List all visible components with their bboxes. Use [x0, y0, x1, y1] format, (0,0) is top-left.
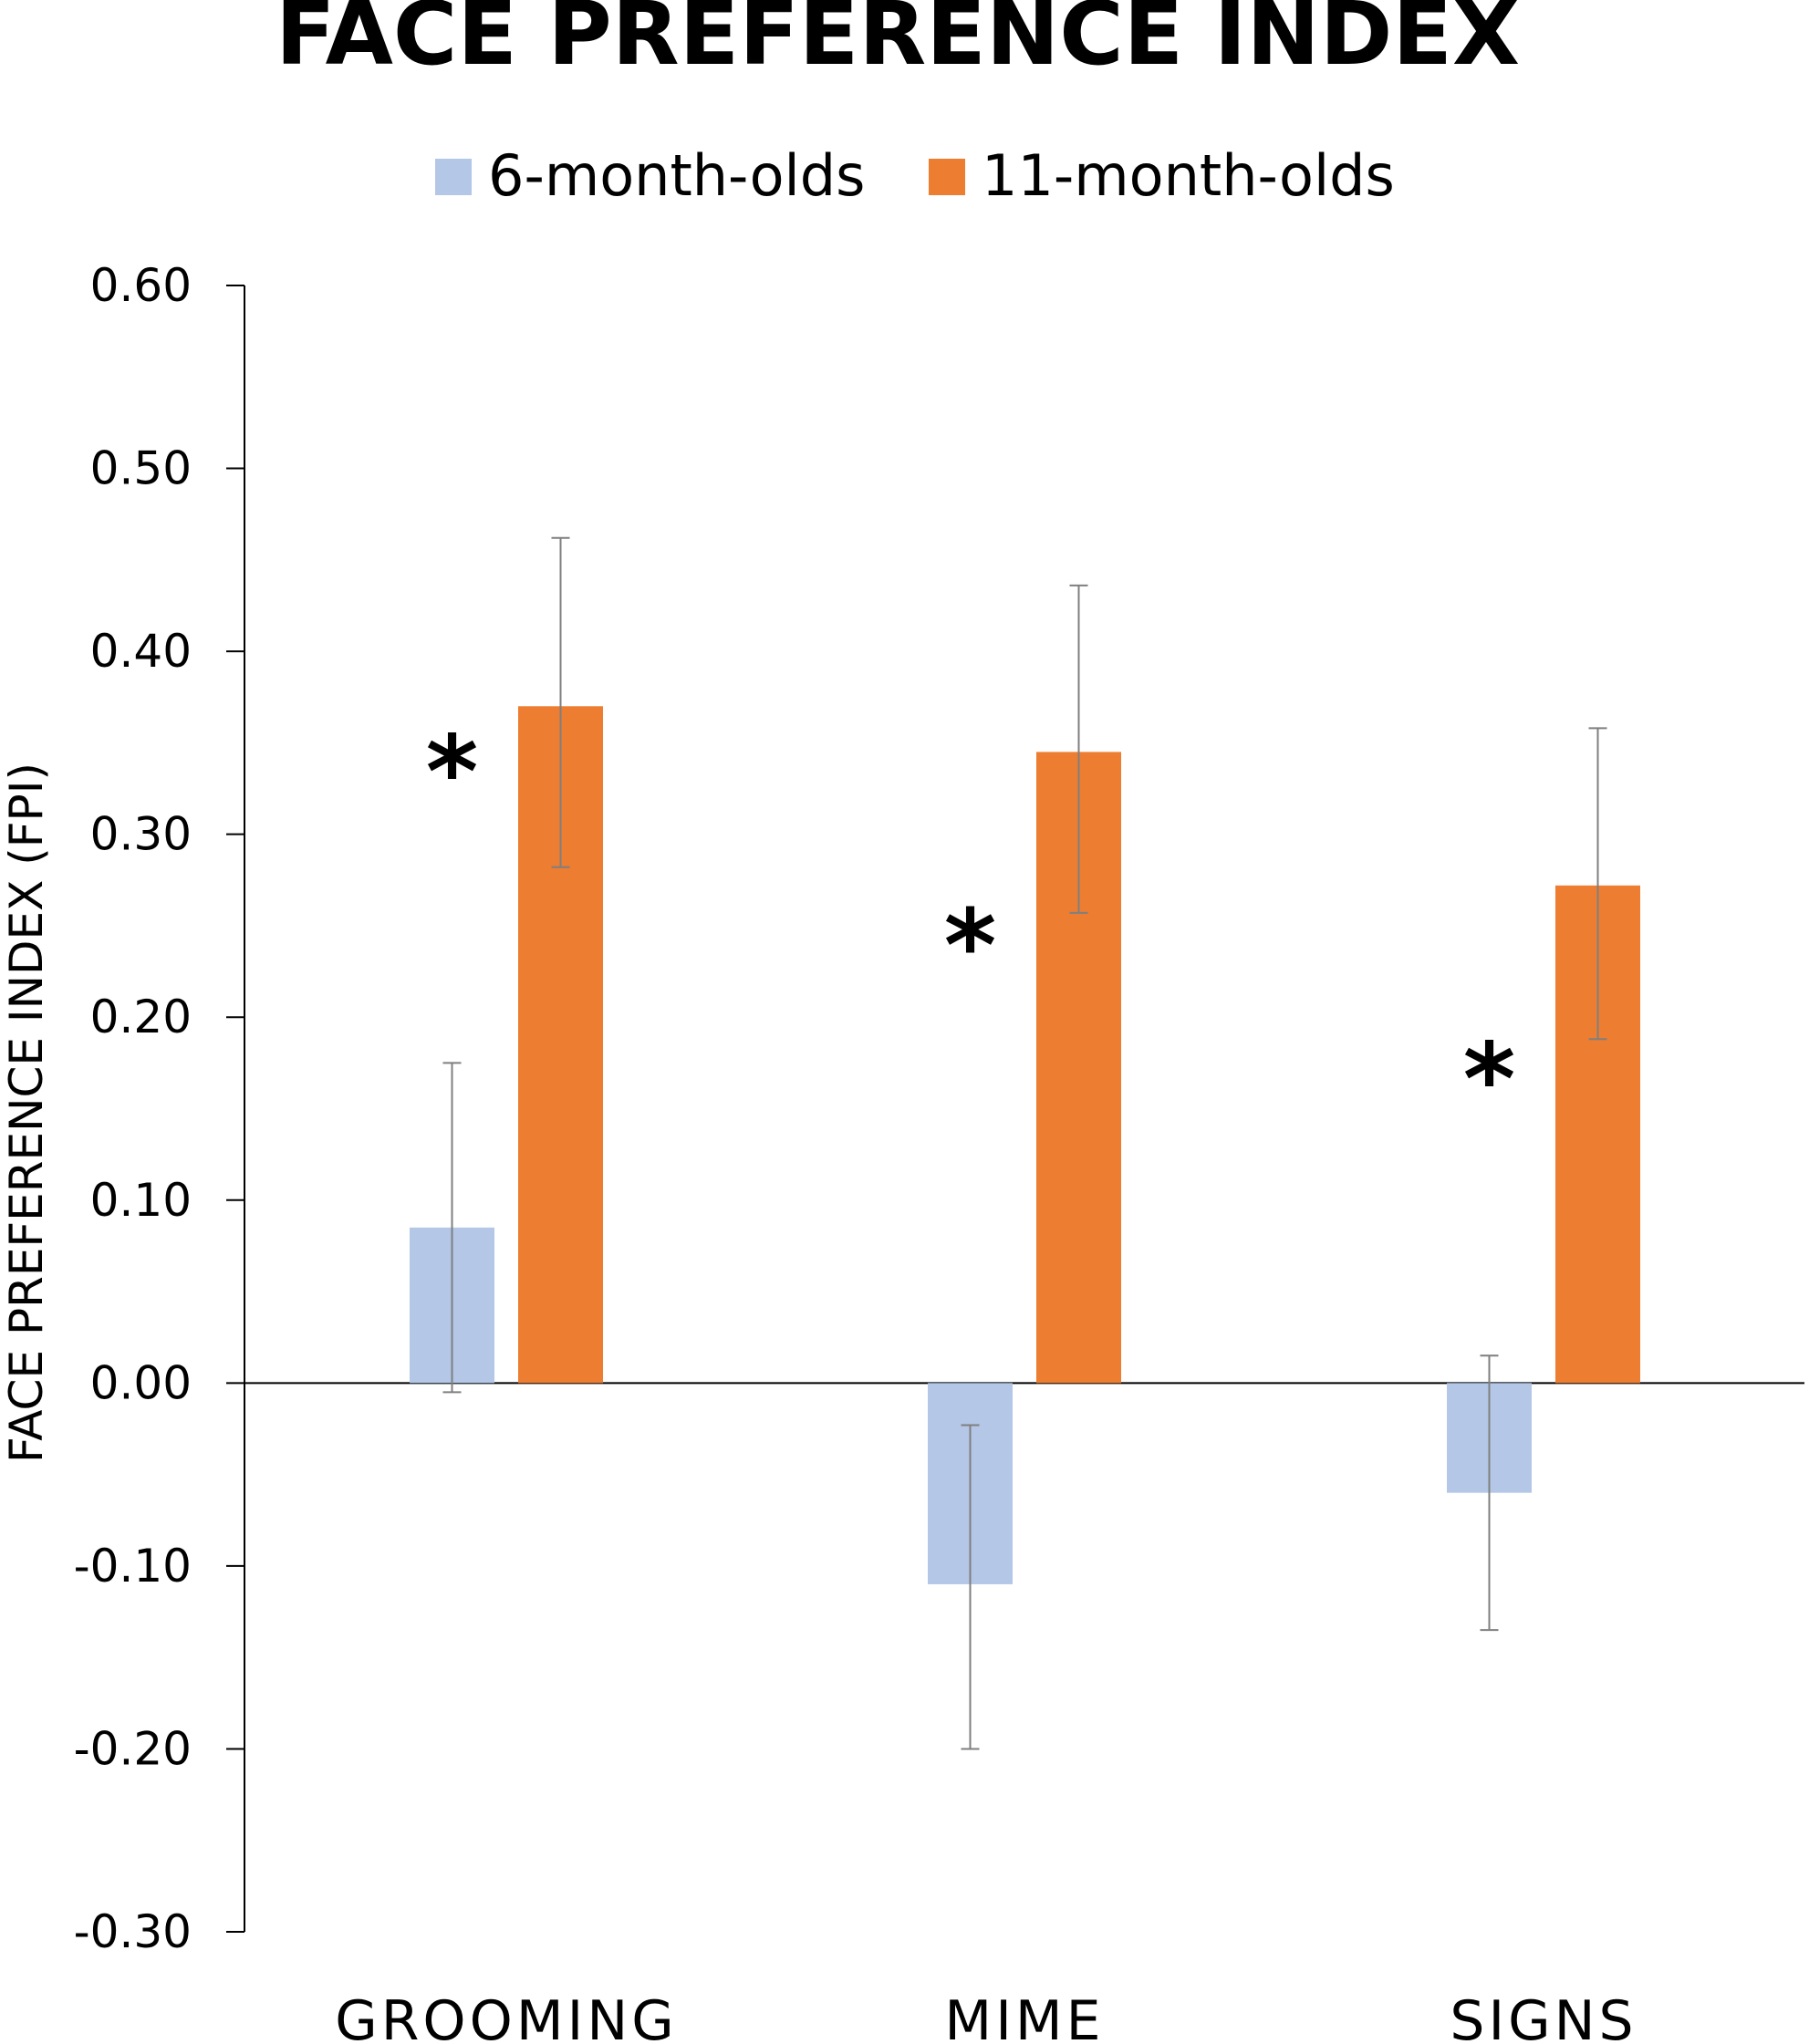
y-tick-label: -0.10 [74, 1540, 192, 1593]
significance-star: * [944, 887, 997, 1004]
y-tick-label: 0.30 [90, 808, 192, 861]
y-tick-label: 0.40 [90, 625, 192, 678]
x-category-label: SIGNS [1450, 1989, 1637, 2044]
legend-swatch [929, 159, 965, 195]
y-tick-label: 0.10 [90, 1174, 192, 1227]
legend: 6-month-olds 11-month-olds [435, 142, 1395, 209]
significance-marks: * * * [426, 713, 1516, 1137]
x-category-label: GROOMING [335, 1989, 677, 2044]
legend-label: 11-month-olds [982, 142, 1395, 209]
significance-star: * [1463, 1021, 1516, 1137]
y-axis-label: FACE PREFERENCE INDEX (FPI) [0, 763, 53, 1463]
y-tick-label: 0.50 [90, 442, 192, 495]
legend-label: 6-month-olds [488, 142, 865, 209]
error-bars [442, 536, 1607, 1750]
y-tick-label: 0.00 [90, 1356, 192, 1409]
axes: 0.60 0.50 0.40 0.30 0.20 0.10 0.00 -0.10 -0.20 -0… [74, 259, 1804, 2044]
y-tick-label: -0.30 [74, 1905, 192, 1958]
bars [410, 706, 1640, 1584]
y-tick-label: 0.20 [90, 991, 192, 1043]
legend-swatch [435, 159, 472, 195]
significance-star: * [426, 713, 479, 830]
y-tick-label: -0.20 [74, 1722, 192, 1775]
y-tick-label: 0.60 [90, 259, 192, 312]
chart-title: FACE PREFERENCE INDEX [276, 0, 1520, 85]
x-category-label: MIME [944, 1989, 1104, 2044]
